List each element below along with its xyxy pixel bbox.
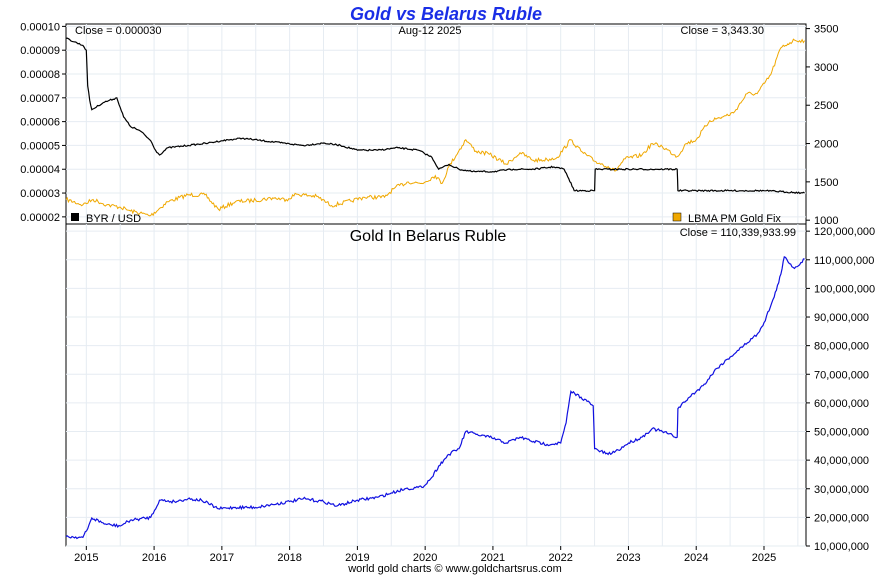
gold-in-byr-line: [65, 256, 805, 540]
left-tick-label: 0.00004: [20, 164, 60, 176]
bottom-close-label: Close = 110,339,933.99: [680, 227, 796, 239]
legend-swatch-gold: [672, 212, 682, 222]
top-right-axis: 1000 1500 2000 2500 3000 3500: [806, 24, 838, 227]
bottom-right-tick-label: 30,000,000: [814, 484, 869, 496]
left-tick-label: 0.00009: [20, 45, 60, 57]
bottom-gridlines: [66, 224, 806, 547]
bottom-right-tick-label: 100,000,000: [814, 283, 875, 295]
bottom-plot-frame: [65, 223, 807, 547]
left-tick-label: 0.00005: [20, 140, 60, 152]
bottom-right-tick-label: 110,000,000: [814, 255, 874, 267]
left-tick-label: 0.00007: [20, 93, 60, 105]
x-tick-label: 2015: [74, 552, 98, 564]
x-axis: 2015 2016 2017 2018 2019 2020 2021 2022 2023 2024…: [74, 546, 776, 564]
bottom-right-tick-label: 40,000,000: [814, 455, 869, 467]
right-tick-label: 1500: [814, 177, 838, 189]
left-tick-label: 0.00008: [20, 69, 60, 81]
bottom-right-tick-label: 60,000,000: [814, 398, 869, 410]
right-tick-label: 1000: [814, 215, 838, 227]
right-tick-label: 2000: [814, 139, 838, 151]
top-plot-frame: [65, 23, 807, 225]
left-tick-label: 0.00006: [20, 117, 60, 129]
right-tick-label: 3000: [814, 62, 838, 74]
legend-label-gold: LBMA PM Gold Fix: [688, 213, 781, 225]
bottom-panel: 10,000,000 20,000,000 30,000,000 40,000,000…: [65, 223, 875, 564]
bottom-right-tick-label: 10,000,000: [814, 541, 869, 553]
footer-credit: world gold charts © www.goldchartsrus.co…: [347, 563, 562, 575]
bottom-right-tick-label: 70,000,000: [814, 369, 869, 381]
bottom-right-axis: 10,000,000 20,000,000 30,000,000 40,000,000…: [806, 226, 875, 553]
top-left-axis: 0.00002 0.00003 0.00004 0.00005 0.00006 0.000…: [20, 21, 66, 224]
x-tick-label: 2022: [548, 552, 572, 564]
gold-fix-line: [65, 38, 806, 217]
left-tick-label: 0.00003: [20, 188, 60, 200]
bottom-right-tick-label: 50,000,000: [814, 427, 869, 439]
right-tick-label: 3500: [814, 24, 838, 36]
bottom-right-tick-label: 20,000,000: [814, 512, 869, 524]
byr-usd-line: [65, 37, 805, 195]
x-tick-label: 2023: [616, 552, 640, 564]
x-tick-label: 2025: [752, 552, 776, 564]
x-tick-label: 2024: [684, 552, 708, 564]
close-left-label: Close = 0.000030: [75, 25, 162, 37]
legend-swatch-byr: [71, 213, 79, 221]
x-tick-label: 2020: [413, 552, 437, 564]
left-tick-label: 0.00010: [20, 21, 60, 33]
bottom-right-tick-label: 90,000,000: [814, 312, 869, 324]
top-gridlines: [66, 24, 806, 224]
chart-title: Gold vs Belarus Ruble: [350, 4, 542, 24]
x-tick-label: 2017: [210, 552, 234, 564]
x-tick-label: 2018: [277, 552, 301, 564]
bottom-right-tick-label: 120,000,000: [814, 226, 875, 238]
date-label: Aug-12 2025: [399, 25, 462, 37]
x-tick-label: 2019: [345, 552, 369, 564]
left-tick-label: 0.00002: [20, 212, 60, 224]
bottom-panel-title: Gold In Belarus Ruble: [350, 228, 507, 245]
right-tick-label: 2500: [814, 100, 838, 112]
x-tick-label: 2021: [481, 552, 505, 564]
x-tick-label: 2016: [142, 552, 166, 564]
legend-label-byr: BYR / USD: [86, 213, 141, 225]
bottom-right-tick-label: 80,000,000: [814, 341, 869, 353]
close-right-label: Close = 3,343.30: [681, 25, 764, 37]
top-panel: 0.00002 0.00003 0.00004 0.00005 0.00006 0.000…: [20, 21, 838, 227]
